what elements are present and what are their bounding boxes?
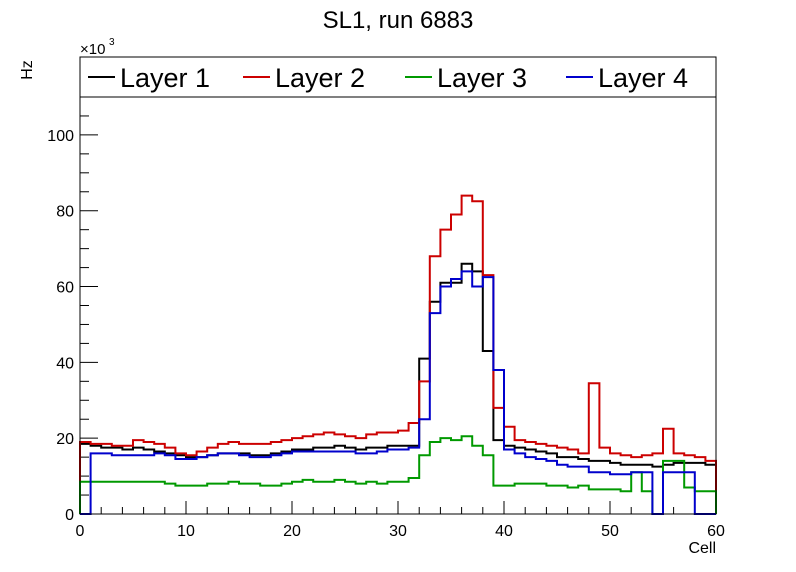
y-tick-label: 40 [56,355,74,372]
x-tick-label: 0 [76,523,85,540]
x-tick-label: 40 [495,523,513,540]
series-lines [79,194,717,515]
x-tick-label: 30 [389,523,407,540]
x-tick-label: 20 [283,523,301,540]
x-tick-label: 60 [707,523,725,540]
y-multiplier-exponent: 3 [109,37,115,48]
y-tick-label: 0 [65,507,74,524]
y-axis-title: Hz [19,60,36,80]
axis-tick-labels: 0 10 20 30 40 50 60 0 20 40 60 80 100 [47,128,725,540]
legend-label: Layer 2 [275,63,365,93]
legend-box [79,56,717,98]
y-tick-label: 60 [56,280,74,297]
legend-label: Layer 1 [120,63,210,93]
y-multiplier-base: ×10 [80,41,105,58]
legend: Layer 1 Layer 2 Layer 3 Layer 4 [79,56,717,98]
x-axis-title: Cell [688,540,716,557]
chart-title: SL1, run 6883 [323,7,474,34]
x-tick-label: 50 [601,523,619,540]
legend-label: Layer 3 [437,63,527,93]
legend-label: Layer 4 [598,63,688,93]
series-line-layer-2 [79,194,717,514]
x-tick-label: 10 [177,523,195,540]
y-tick-label: 100 [47,128,74,145]
y-tick-label: 20 [56,431,74,448]
series-line-layer-4 [80,270,716,515]
series-line-layer-3 [79,435,717,515]
y-multiplier: ×10 3 [80,37,115,58]
y-tick-label: 80 [56,204,74,221]
